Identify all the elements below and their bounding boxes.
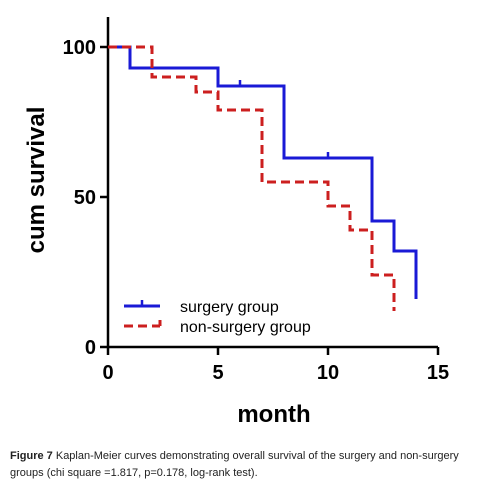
series-layer: [108, 45, 418, 311]
x-tick-label: 5: [212, 362, 223, 384]
x-tick-label: 0: [102, 362, 113, 384]
series-line-non-surgery-group: [108, 45, 396, 311]
kaplan-meier-chart: 0 50 100 0 5 10 15 surgery group non-surgery gr…: [23, 17, 449, 428]
x-tick-label: 15: [427, 362, 449, 384]
legend-label: non-surgery group: [180, 319, 311, 336]
y-tick-label: 100: [63, 37, 96, 59]
figure-caption: Figure 7 Kaplan-Meier curves demonstrati…: [10, 448, 480, 482]
series-line-surgery-group: [108, 45, 418, 299]
axes: 0 50 100 0 5 10 15: [63, 17, 449, 384]
caption-label: Figure 7: [10, 450, 53, 462]
y-tick-label: 0: [85, 337, 96, 359]
y-tick-label: 50: [74, 187, 96, 209]
legend-label: surgery group: [180, 299, 279, 316]
x-axis-title: month: [237, 401, 310, 428]
x-tick-label: 10: [317, 362, 339, 384]
y-axis-title: cum survival: [23, 107, 50, 254]
caption-text: Kaplan-Meier curves demonstrating overal…: [10, 450, 459, 479]
legend: surgery group non-surgery group: [124, 299, 311, 336]
